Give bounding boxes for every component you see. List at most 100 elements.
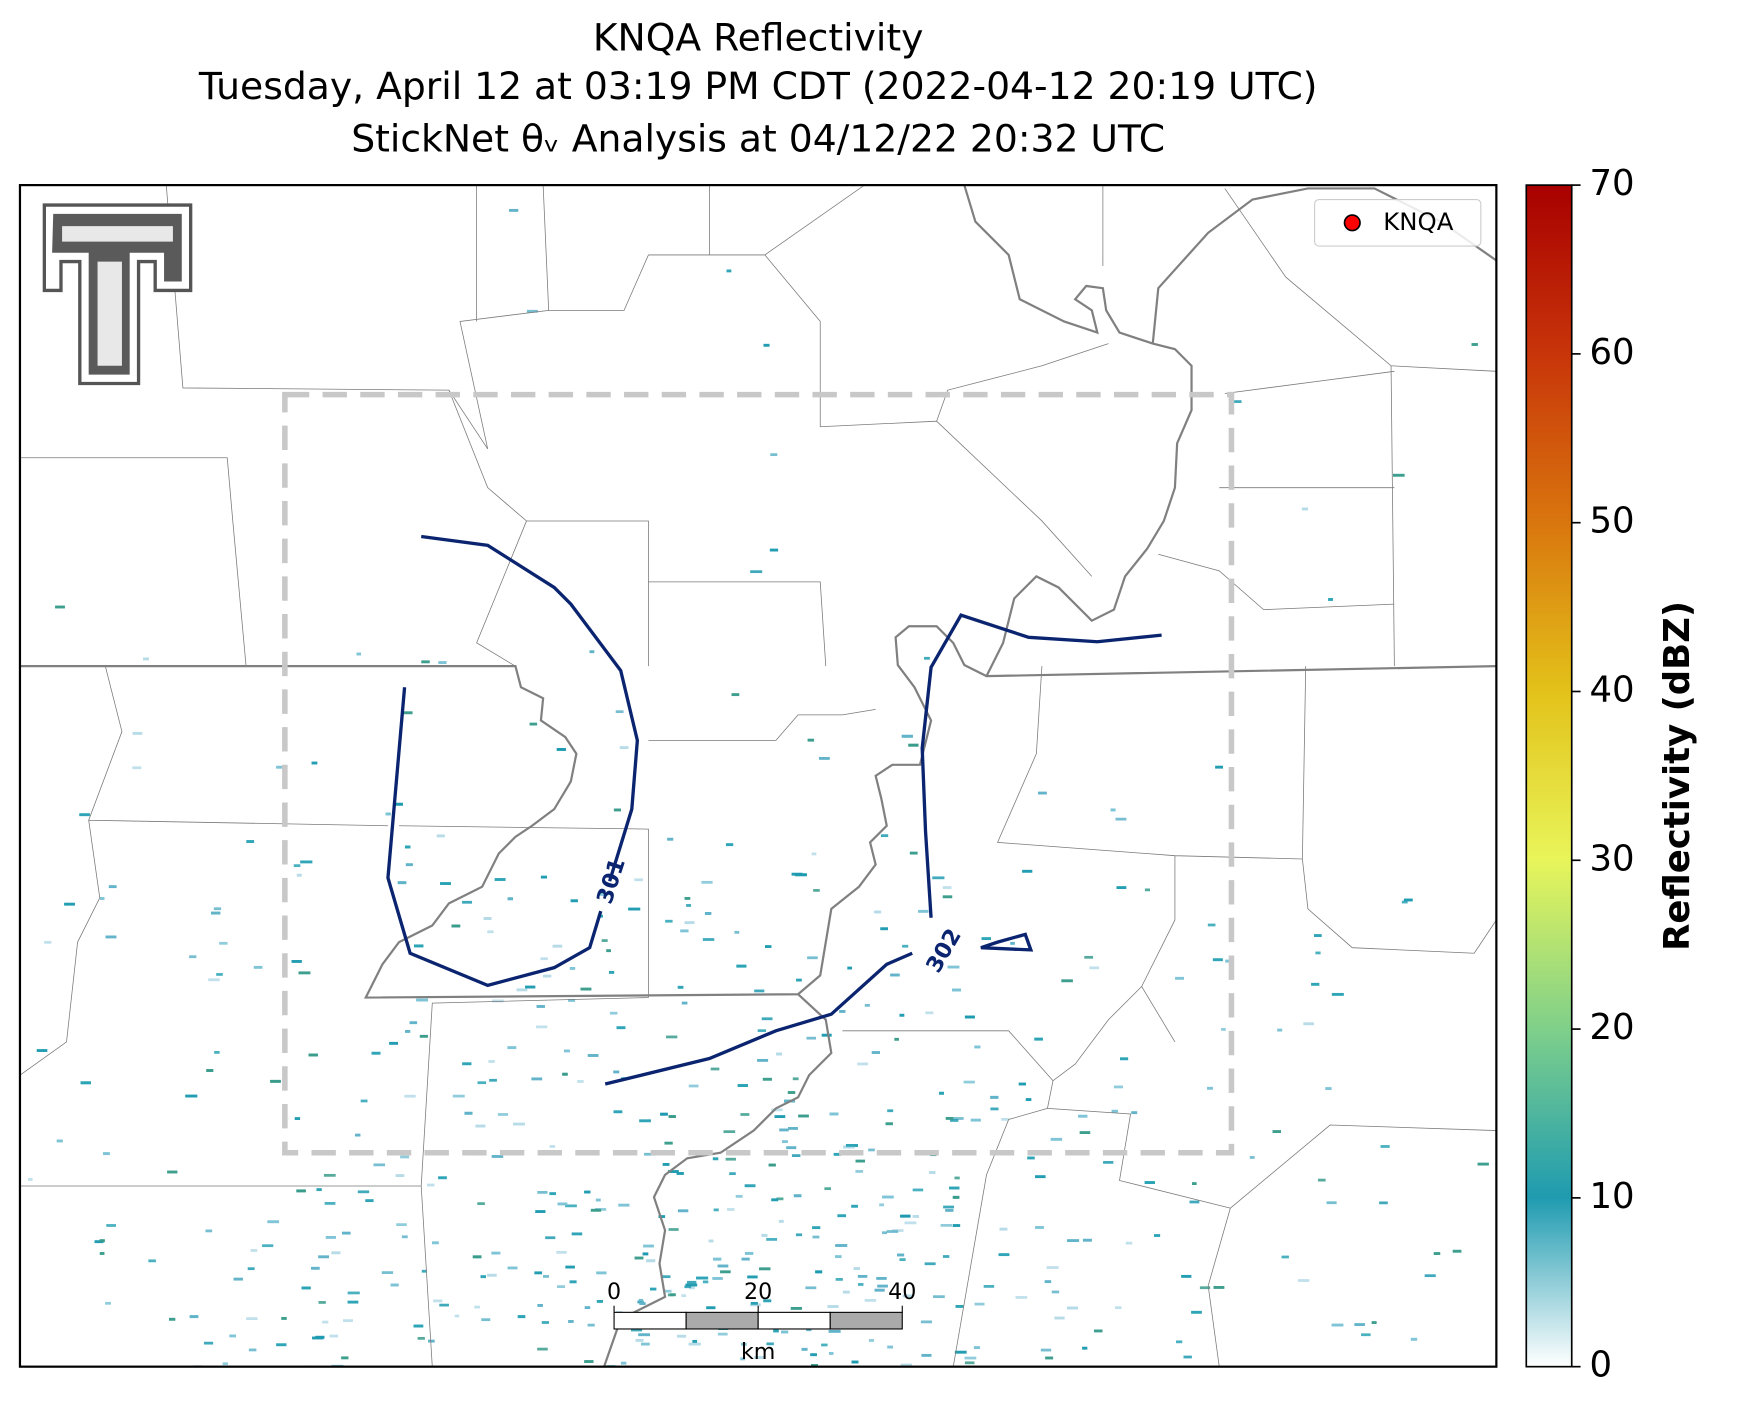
radar-echo: [769, 548, 779, 552]
radar-echo: [270, 1079, 281, 1083]
radar-echo: [855, 1159, 865, 1163]
radar-echo: [355, 1133, 361, 1137]
radar-echo: [731, 693, 740, 697]
radar-echo: [1277, 1028, 1283, 1032]
radar-echo: [316, 1188, 322, 1192]
radar-echo: [568, 998, 575, 1002]
radar-echo: [912, 1188, 924, 1192]
radar-echo: [428, 1339, 435, 1343]
radar-echo: [676, 1172, 684, 1175]
radar-echo: [477, 1081, 487, 1085]
radar-echo: [900, 1214, 911, 1218]
radar-echo: [990, 1095, 999, 1099]
radar-echo: [1326, 1201, 1337, 1205]
radar-echo: [637, 1300, 644, 1304]
radar-echo: [876, 1277, 887, 1280]
radar-echo: [487, 930, 494, 934]
radar-echo: [401, 711, 413, 715]
radar-echo: [757, 1058, 769, 1062]
scale-bar: km 0 20 40: [607, 1279, 916, 1365]
radar-echo: [815, 1270, 823, 1274]
radar-echo: [99, 1252, 105, 1255]
radar-echo: [1040, 1348, 1052, 1352]
title-line: KNQA Reflectivity: [593, 15, 924, 59]
radar-echo: [949, 1186, 960, 1190]
radar-echo: [512, 1122, 525, 1126]
colorbar-tick-label: 10: [1589, 1176, 1634, 1217]
radar-echo: [385, 812, 391, 816]
radar-echo: [677, 985, 684, 989]
radar-echo: [564, 1049, 570, 1053]
radar-echo: [782, 1140, 788, 1144]
radar-echo: [438, 1176, 447, 1180]
radar-echo: [953, 1117, 964, 1120]
radar-echo: [924, 1262, 936, 1266]
radar-echo: [761, 1017, 773, 1021]
radar-echo: [952, 988, 961, 992]
radar-echo: [1301, 507, 1309, 511]
radar-echo: [747, 1275, 758, 1279]
radar-echo: [462, 1062, 472, 1066]
radar-echo: [740, 1357, 746, 1361]
radar-echo: [619, 746, 629, 750]
radar-echo: [248, 1348, 257, 1352]
radar-echo: [713, 1257, 722, 1261]
radar-echo: [311, 1266, 320, 1270]
radar-echo: [702, 1280, 709, 1284]
radar-echo: [666, 1035, 678, 1039]
radar-echo: [668, 1115, 676, 1118]
radar-echo: [1084, 955, 1094, 959]
legend: KNQA: [1314, 198, 1482, 247]
radar-echo: [924, 656, 930, 660]
radar-echo: [298, 971, 311, 975]
radar-echo: [451, 924, 461, 928]
radar-echo: [189, 1315, 199, 1319]
radar-echo: [839, 1010, 846, 1013]
radar-echo: [668, 1228, 679, 1231]
radar-echo: [1035, 1226, 1044, 1229]
radar-echo: [414, 944, 424, 948]
colorbar-tick-label: 0: [1589, 1345, 1612, 1386]
legend-label: KNQA: [1383, 207, 1453, 236]
radar-echo: [148, 1259, 156, 1263]
radar-echo: [811, 1364, 819, 1367]
radar-echo: [613, 1110, 623, 1114]
radar-echo: [417, 1336, 425, 1340]
radar-echo: [543, 1275, 550, 1278]
radar-echo: [981, 937, 992, 941]
radar-echo: [1010, 941, 1015, 945]
radar-echo: [132, 766, 142, 770]
radar-echo: [216, 973, 223, 976]
radar-echo: [793, 1194, 802, 1198]
radar-echo: [1131, 1111, 1138, 1115]
radar-echo: [294, 1117, 301, 1120]
radar-echo: [565, 1204, 577, 1208]
radar-echo: [812, 1235, 820, 1239]
radar-echo: [452, 1094, 465, 1098]
radar-echo: [1231, 400, 1242, 403]
radar-echo: [208, 978, 220, 982]
radar-echo: [974, 1302, 985, 1306]
radar-echo: [662, 1163, 670, 1166]
radar-echo: [323, 1173, 336, 1177]
radar-echo: [681, 1001, 688, 1005]
radar-echo: [531, 1077, 543, 1081]
radar-echo: [253, 965, 263, 969]
radar-echo: [1051, 1290, 1060, 1294]
radar-echo: [1018, 1082, 1026, 1086]
radar-echo: [796, 978, 802, 982]
radar-echo: [293, 864, 301, 868]
radar-echo: [779, 1128, 789, 1132]
radar-echo: [347, 1300, 359, 1304]
map-background: [19, 185, 1497, 1367]
radar-echo: [740, 1113, 750, 1116]
radar-echo: [1089, 966, 1100, 970]
radar-echo: [1315, 951, 1321, 955]
radar-echo: [535, 1210, 546, 1213]
radar-echo: [421, 1269, 427, 1273]
radar-echo: [1144, 1181, 1155, 1184]
radar-echo: [507, 1046, 517, 1050]
radar-echo: [543, 974, 552, 978]
radar-echo: [1354, 1323, 1365, 1326]
scale-segment: [685, 1311, 759, 1330]
